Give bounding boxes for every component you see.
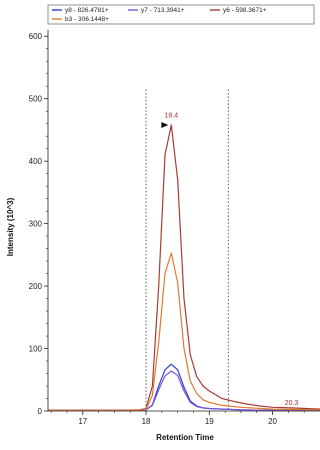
- y-tick-label: 200: [29, 282, 43, 291]
- series-line: [48, 370, 320, 411]
- x-axis-title: Retention Time: [156, 433, 214, 442]
- y-tick-label: 400: [29, 157, 43, 166]
- peak-label: 20.3: [285, 400, 299, 407]
- y-tick-label: 300: [29, 220, 43, 229]
- y-tick-label: 100: [29, 345, 43, 354]
- legend-label: y8 - 826.4781+: [65, 7, 109, 14]
- legend-label: y7 - 713.3941+: [141, 7, 185, 14]
- annotations: 18.4 20.3: [161, 112, 299, 407]
- series-group: [48, 124, 320, 411]
- y-tick-label: 600: [29, 32, 43, 41]
- series-line: [48, 363, 320, 411]
- y-tick-label: 0: [38, 407, 43, 416]
- peak-label: 18.4: [165, 112, 179, 119]
- y-axis-title: Intensity (10^3): [6, 197, 15, 256]
- legend: y8 - 826.4781+ y7 - 713.3941+ y6 - 598.367…: [47, 4, 315, 25]
- legend-box: [47, 4, 315, 25]
- series-line: [48, 124, 320, 411]
- series-line: [48, 252, 320, 411]
- x-tick-label: 18: [142, 417, 151, 426]
- apex-marker-icon: [161, 121, 169, 128]
- x-tick-label: 19: [205, 417, 214, 426]
- x-tick-label: 20: [268, 417, 277, 426]
- integration-boundaries: [145, 89, 229, 411]
- y-tick-label: 500: [29, 95, 43, 104]
- x-tick-label: 17: [78, 417, 87, 426]
- legend-label: b3 - 306.1448+: [65, 16, 109, 23]
- axes: 0 100 200 300 400 500 600 17 18 19 20: [29, 30, 320, 426]
- legend-label: y6 - 598.3671+: [223, 7, 267, 14]
